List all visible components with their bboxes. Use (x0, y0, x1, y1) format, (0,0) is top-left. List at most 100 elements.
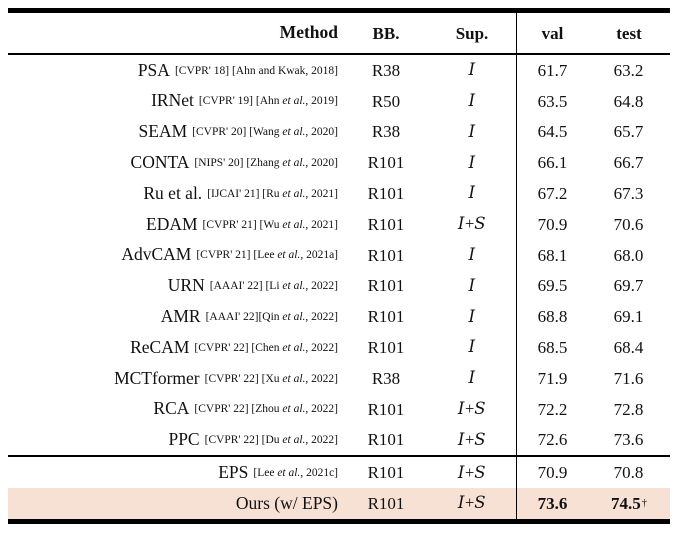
test-score-cell: 68.0 (613, 245, 644, 265)
method-citation: [CVPR' 18] [Ahn and Kwak, 2018] (174, 64, 338, 77)
test-score-cell: 69.7 (613, 276, 644, 296)
method-citation: [AAAI' 22] [Li et al., 2022] (209, 280, 338, 293)
supervision-cell: I + S (457, 398, 487, 418)
method-cell: AdvCAM [CVPR' 21] [Lee et al., 2021a] (8, 240, 344, 271)
table-row: RCA [CVPR' 22] [Zhou et al., 2022] R101 … (8, 393, 670, 425)
backbone-cell: R101 (367, 307, 405, 327)
method-citation: [CVPR' 21] [Wu et al., 2021] (202, 218, 338, 231)
method-citation: [CVPR' 22] [Chen et al., 2022] (194, 341, 338, 354)
header-test: test (588, 13, 670, 53)
test-score-cell: 68.4 (613, 338, 644, 358)
val-score-cell: 72.2 (516, 393, 588, 425)
supervision-cell: I + S (457, 493, 487, 513)
method-cell: PPC [CVPR' 22] [Du et al., 2022] (8, 425, 344, 456)
method-citation: [IJCAI' 21] [Ru et al., 2021] (207, 187, 338, 200)
val-score-cell: 72.6 (516, 424, 588, 456)
method-citation: [CVPR' 20] [Wang et al., 2020] (192, 126, 338, 139)
val-score-cell: 64.5 (516, 116, 588, 148)
backbone-cell: R101 (367, 184, 405, 204)
backbone-cell: R101 (367, 245, 405, 265)
supervision-cell: I (468, 183, 476, 203)
val-score-cell: 66.1 (516, 147, 588, 179)
val-score-cell: 70.9 (516, 457, 588, 489)
method-name: Ours (w/ EPS) (235, 492, 338, 513)
method-name: SEAM (138, 121, 188, 142)
method-name: EPS (218, 462, 249, 482)
method-cell: SEAM [CVPR' 20] [Wang et al., 2020] (8, 117, 344, 148)
backbone-cell: R38 (371, 122, 401, 142)
test-score-cell: 73.6 (613, 430, 644, 450)
method-citation: [CVPR' 19] [Ahn et al., 2019] (198, 95, 338, 108)
supervision-cell: I (468, 60, 476, 80)
method-citation: [CVPR' 22] [Zhou et al., 2022] (194, 403, 338, 416)
method-name: IRNet (151, 90, 194, 111)
header-val-label: val (541, 23, 564, 43)
table-row: MCTformer [CVPR' 22] [Xu et al., 2022] R… (8, 362, 670, 394)
table-row: ReCAM [CVPR' 22] [Chen et al., 2022] R10… (8, 332, 670, 363)
method-citation: [NIPS' 20] [Zhang et al., 2020] (194, 157, 338, 170)
backbone-cell: R101 (367, 214, 405, 234)
method-cell: ReCAM [CVPR' 22] [Chen et al., 2022] (8, 332, 344, 363)
method-name: MCTformer (114, 367, 200, 388)
header-rule (8, 53, 670, 55)
method-citation: [AAAI' 22][Qin et al., 2022] (205, 311, 338, 324)
method-citation: [CVPR' 21] [Lee et al., 2021a] (196, 249, 338, 262)
backbone-cell: R101 (367, 494, 405, 514)
results-table: Method BB. Sup. val test PSA [CVPR' 18] … (8, 8, 670, 524)
table-row: AdvCAM [CVPR' 21] [Lee et al., 2021a] R1… (8, 239, 670, 271)
method-cell: IRNet [CVPR' 19] [Ahn et al., 2019] (8, 86, 344, 117)
table-row: EPS [Lee et al., 2021c] R101 I + S 70.9 … (8, 457, 670, 489)
table-row: URN [AAAI' 22] [Li et al., 2022] R101 I … (8, 270, 670, 302)
supervision-cell: I (468, 306, 476, 326)
backbone-cell: R101 (367, 399, 405, 419)
table-row: IRNet [CVPR' 19] [Ahn et al., 2019] R50 … (8, 85, 670, 117)
bottom-rule (8, 518, 670, 524)
test-score-cell: 66.7 (613, 153, 644, 173)
test-score-cell: 67.3 (613, 184, 644, 204)
method-name: CONTA (130, 152, 190, 173)
supervision-cell: I (468, 244, 476, 264)
test-score-cell: 70.8 (613, 463, 644, 483)
method-cell: EPS [Lee et al., 2021c] (8, 457, 344, 488)
table-header-row: Method BB. Sup. val test (8, 13, 670, 53)
test-score-cell: 72.8 (613, 399, 644, 419)
method-cell: RCA [CVPR' 22] [Zhou et al., 2022] (8, 394, 344, 425)
val-score-cell: 70.9 (516, 208, 588, 240)
val-score-cell: 73.6 (516, 488, 588, 519)
method-cell: PSA [CVPR' 18] [Ahn and Kwak, 2018] (8, 55, 344, 86)
supervision-cell: I + S (457, 429, 487, 449)
method-cell: Ru et al. [IJCAI' 21] [Ru et al., 2021] (8, 178, 344, 209)
backbone-cell: R101 (367, 276, 405, 296)
val-score-cell: 68.1 (516, 239, 588, 271)
method-name: PPC (168, 429, 200, 450)
test-score-cell: 64.8 (613, 91, 644, 111)
header-method-label: Method (279, 22, 338, 43)
backbone-cell: R50 (371, 91, 401, 111)
test-score-cell: 69.1 (613, 307, 644, 327)
supervision-cell: I + S (457, 462, 487, 482)
method-citation: [CVPR' 22] [Xu et al., 2022] (204, 372, 338, 385)
method-name: AMR (160, 306, 201, 327)
header-backbone: BB. (344, 13, 428, 53)
method-cell: EDAM [CVPR' 21] [Wu et al., 2021] (8, 209, 344, 240)
supervision-cell: I (468, 275, 476, 295)
val-score-cell: 68.8 (516, 301, 588, 333)
table-body-bottom: EPS [Lee et al., 2021c] R101 I + S 70.9 … (8, 457, 670, 519)
val-score-cell: 71.9 (516, 362, 588, 394)
method-cell: Ours (w/ EPS) (8, 488, 344, 519)
method-name: Ru et al. (143, 182, 203, 203)
supervision-cell: I + S (457, 214, 487, 234)
test-score-cell: 71.6 (613, 368, 644, 388)
top-rule (8, 8, 670, 13)
method-cell: URN [AAAI' 22] [Li et al., 2022] (8, 271, 344, 302)
method-citation: [Lee et al., 2021c] (253, 467, 338, 479)
val-score-cell: 61.7 (516, 55, 588, 86)
supervision-cell: I (468, 337, 476, 357)
method-cell: MCTformer [CVPR' 22] [Xu et al., 2022] (8, 363, 344, 394)
table-row: Ours (w/ EPS) R101 I + S 73.6 74.5 † (8, 488, 670, 519)
test-score-cell: 70.6 (613, 214, 644, 234)
method-name: AdvCAM (121, 244, 192, 265)
test-score-cell: 74.5 † (611, 494, 647, 514)
table-row: EDAM [CVPR' 21] [Wu et al., 2021] R101 I… (8, 208, 670, 240)
